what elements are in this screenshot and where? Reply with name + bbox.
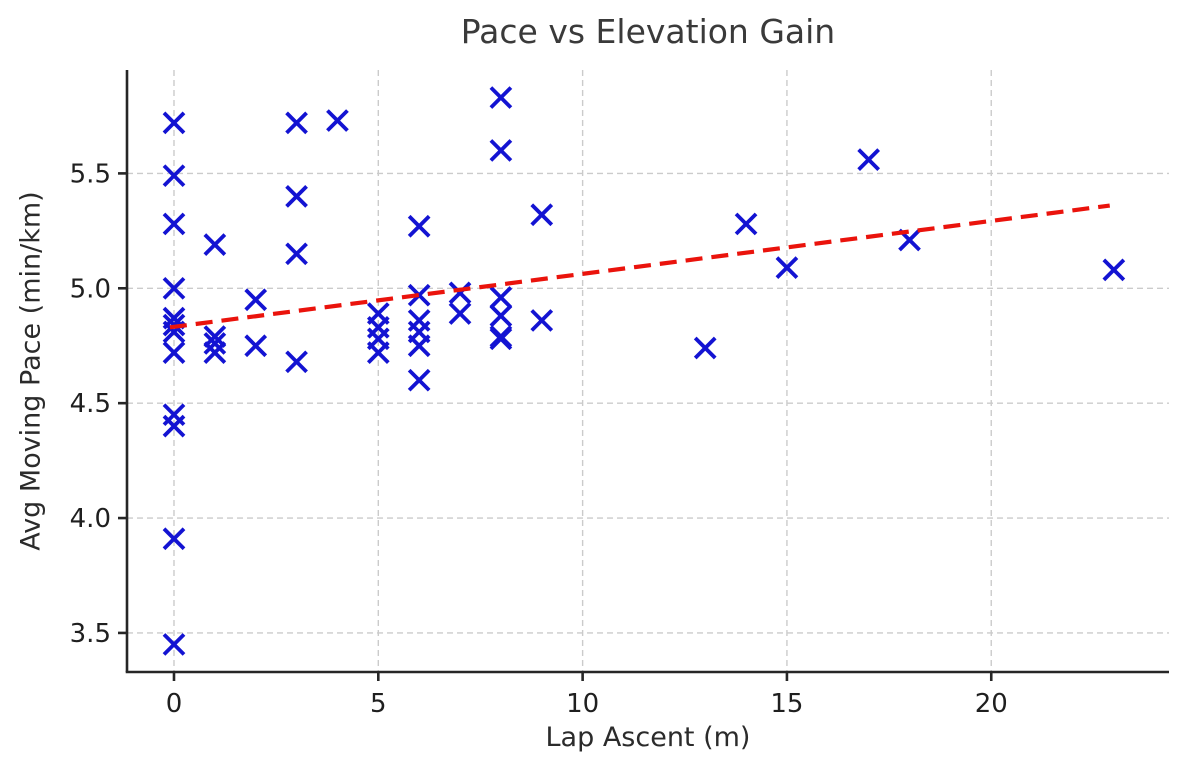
trend-line <box>169 203 1111 330</box>
x-tick-label: 0 <box>166 689 183 719</box>
data-point-marker <box>285 350 308 374</box>
data-point-marker <box>530 309 554 332</box>
x-tick-label: 5 <box>370 689 387 719</box>
data-point-marker <box>366 341 390 364</box>
data-point-marker <box>244 288 268 312</box>
data-point-marker <box>407 214 431 238</box>
data-point-marker <box>285 185 308 208</box>
data-point-marker <box>203 332 227 355</box>
data-point-marker <box>326 109 349 132</box>
data-point-marker <box>448 302 472 325</box>
data-point-marker <box>407 334 431 358</box>
y-tick-label: 5.5 <box>70 159 111 189</box>
data-point-marker <box>162 341 186 364</box>
x-tick-label: 15 <box>770 689 803 719</box>
data-point-marker <box>162 633 186 656</box>
data-point-marker <box>162 164 186 188</box>
data-point-marker <box>285 111 308 135</box>
data-point-marker <box>530 203 554 227</box>
data-point-marker <box>693 336 717 360</box>
data-point-marker <box>489 304 513 328</box>
data-point-marker <box>489 327 513 351</box>
chart-title: Pace vs Elevation Gain <box>460 12 836 51</box>
data-point-marker <box>775 256 799 279</box>
data-point-marker <box>162 111 186 135</box>
data-point-marker <box>489 286 513 309</box>
data-point-marker <box>734 212 758 236</box>
data-point-marker <box>448 281 472 305</box>
data-point-marker <box>857 148 881 171</box>
data-point-marker <box>489 139 513 162</box>
data-point-marker <box>1102 258 1126 282</box>
x-axis-label: Lap Ascent (m) <box>545 722 751 753</box>
data-point-marker <box>407 368 431 392</box>
y-tick-label: 5.0 <box>70 274 111 304</box>
data-point-marker <box>203 233 227 256</box>
x-tick-label: 20 <box>975 689 1008 719</box>
data-point-marker <box>285 242 308 266</box>
data-point-marker <box>162 212 186 236</box>
data-point-marker <box>162 527 186 551</box>
data-point-marker <box>489 86 513 109</box>
data-point-marker <box>203 325 227 348</box>
x-tick-label: 10 <box>566 689 599 719</box>
y-axis-label: Avg Moving Pace (min/km) <box>15 191 47 551</box>
data-point-marker <box>407 283 431 307</box>
data-point-marker <box>162 414 186 438</box>
data-point-marker <box>244 334 268 358</box>
data-point-marker <box>162 276 186 300</box>
y-tick-label: 4.0 <box>70 504 111 534</box>
y-tick-label: 3.5 <box>70 619 111 649</box>
y-tick-label: 4.5 <box>70 389 111 419</box>
data-point-marker <box>203 341 227 364</box>
